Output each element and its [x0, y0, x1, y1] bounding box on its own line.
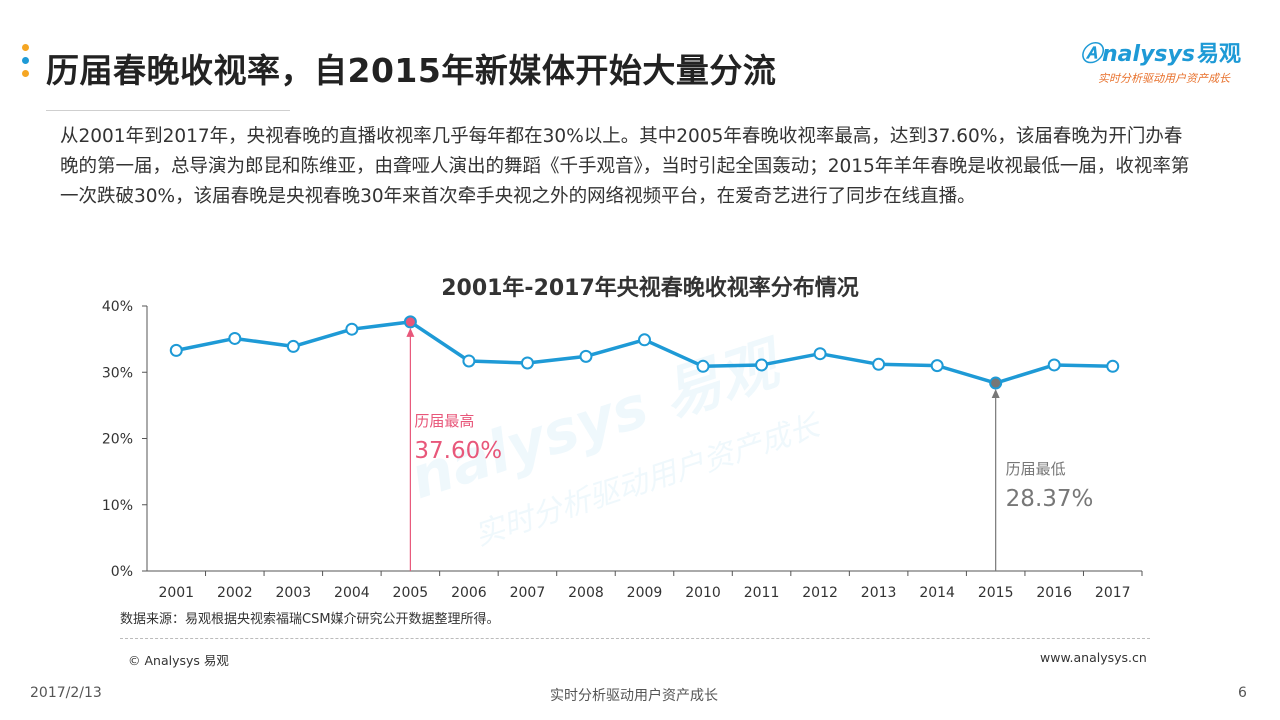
logo-brand-text: nalysys	[1102, 42, 1195, 67]
data-point	[755, 358, 769, 372]
data-point	[989, 376, 1003, 390]
title-divider	[46, 110, 290, 111]
data-point	[462, 354, 476, 368]
annotation-label: 历届最高	[414, 412, 474, 430]
bullet-dot	[22, 44, 29, 51]
x-tick-label: 2010	[685, 585, 721, 601]
footer-divider	[120, 638, 1150, 639]
bullet-dot	[22, 57, 29, 64]
title-bullets	[22, 44, 30, 83]
data-point	[403, 315, 417, 329]
slide-date: 2017/2/13	[30, 685, 102, 701]
y-tick-label: 30%	[102, 365, 133, 381]
y-tick-label: 0%	[111, 564, 133, 580]
y-tick-label: 40%	[102, 299, 133, 315]
x-tick-label: 2002	[217, 585, 253, 601]
data-point	[1047, 358, 1061, 372]
data-source: 数据来源：易观根据央视索福瑞CSM媒介研究公开数据整理所得。	[120, 612, 500, 627]
annotation-label: 历届最低	[1006, 460, 1066, 478]
data-point	[286, 339, 300, 353]
x-tick-label: 2009	[627, 585, 663, 601]
data-point	[1106, 359, 1120, 373]
x-tick-label: 2001	[158, 585, 194, 601]
intro-paragraph: 从2001年到2017年，央视春晚的直播收视率几乎每年都在30%以上。其中200…	[60, 126, 1190, 207]
y-tick-label: 20%	[102, 432, 133, 448]
data-point	[696, 359, 710, 373]
website-link[interactable]: www.analysys.cn	[1040, 650, 1147, 665]
x-tick-label: 2017	[1095, 585, 1131, 601]
y-tick-label: 10%	[102, 498, 133, 514]
annotation-arrowhead	[991, 389, 1000, 399]
chart-title: 2001年-2017年央视春晚收视率分布情况	[441, 276, 859, 301]
x-tick-label: 2015	[978, 585, 1014, 601]
analysys-logo: Ⓐnalysys易观 实时分析驱动用户资产成长	[1080, 36, 1260, 86]
data-point	[638, 333, 651, 347]
bullet-dot	[22, 70, 29, 77]
x-tick-label: 2016	[1036, 585, 1072, 601]
x-tick-label: 2007	[510, 585, 546, 601]
x-tick-label: 2014	[919, 585, 955, 601]
data-point	[813, 347, 827, 361]
x-tick-label: 2006	[451, 585, 487, 601]
data-point	[228, 331, 242, 345]
data-point	[579, 349, 593, 363]
logo-slogan: 实时分析驱动用户资产成长	[1098, 72, 1230, 85]
logo-brand-cn: 易观	[1196, 42, 1241, 67]
annotation-arrowhead	[406, 327, 415, 337]
data-point	[872, 357, 886, 371]
x-tick-label: 2008	[568, 585, 604, 601]
data-point	[345, 322, 359, 336]
x-tick-label: 2011	[744, 585, 780, 601]
data-point	[930, 359, 944, 373]
data-point	[169, 343, 183, 357]
logo-a-icon: Ⓐ	[1080, 42, 1103, 67]
annotation-value: 28.37%	[1006, 486, 1094, 512]
copyright: © Analysys 易观	[128, 653, 229, 668]
x-tick-label: 2004	[334, 585, 370, 601]
x-tick-label: 2005	[393, 585, 429, 601]
x-tick-label: 2003	[276, 585, 312, 601]
x-tick-label: 2013	[861, 585, 897, 601]
annotation-value: 37.60%	[414, 438, 502, 464]
page-number: 6	[1238, 685, 1247, 701]
data-point	[520, 356, 534, 370]
page-title: 历届春晚收视率，自2015年新媒体开始大量分流	[46, 51, 777, 90]
footer-slogan: 实时分析驱动用户资产成长	[550, 688, 718, 704]
x-tick-label: 2012	[802, 585, 838, 601]
